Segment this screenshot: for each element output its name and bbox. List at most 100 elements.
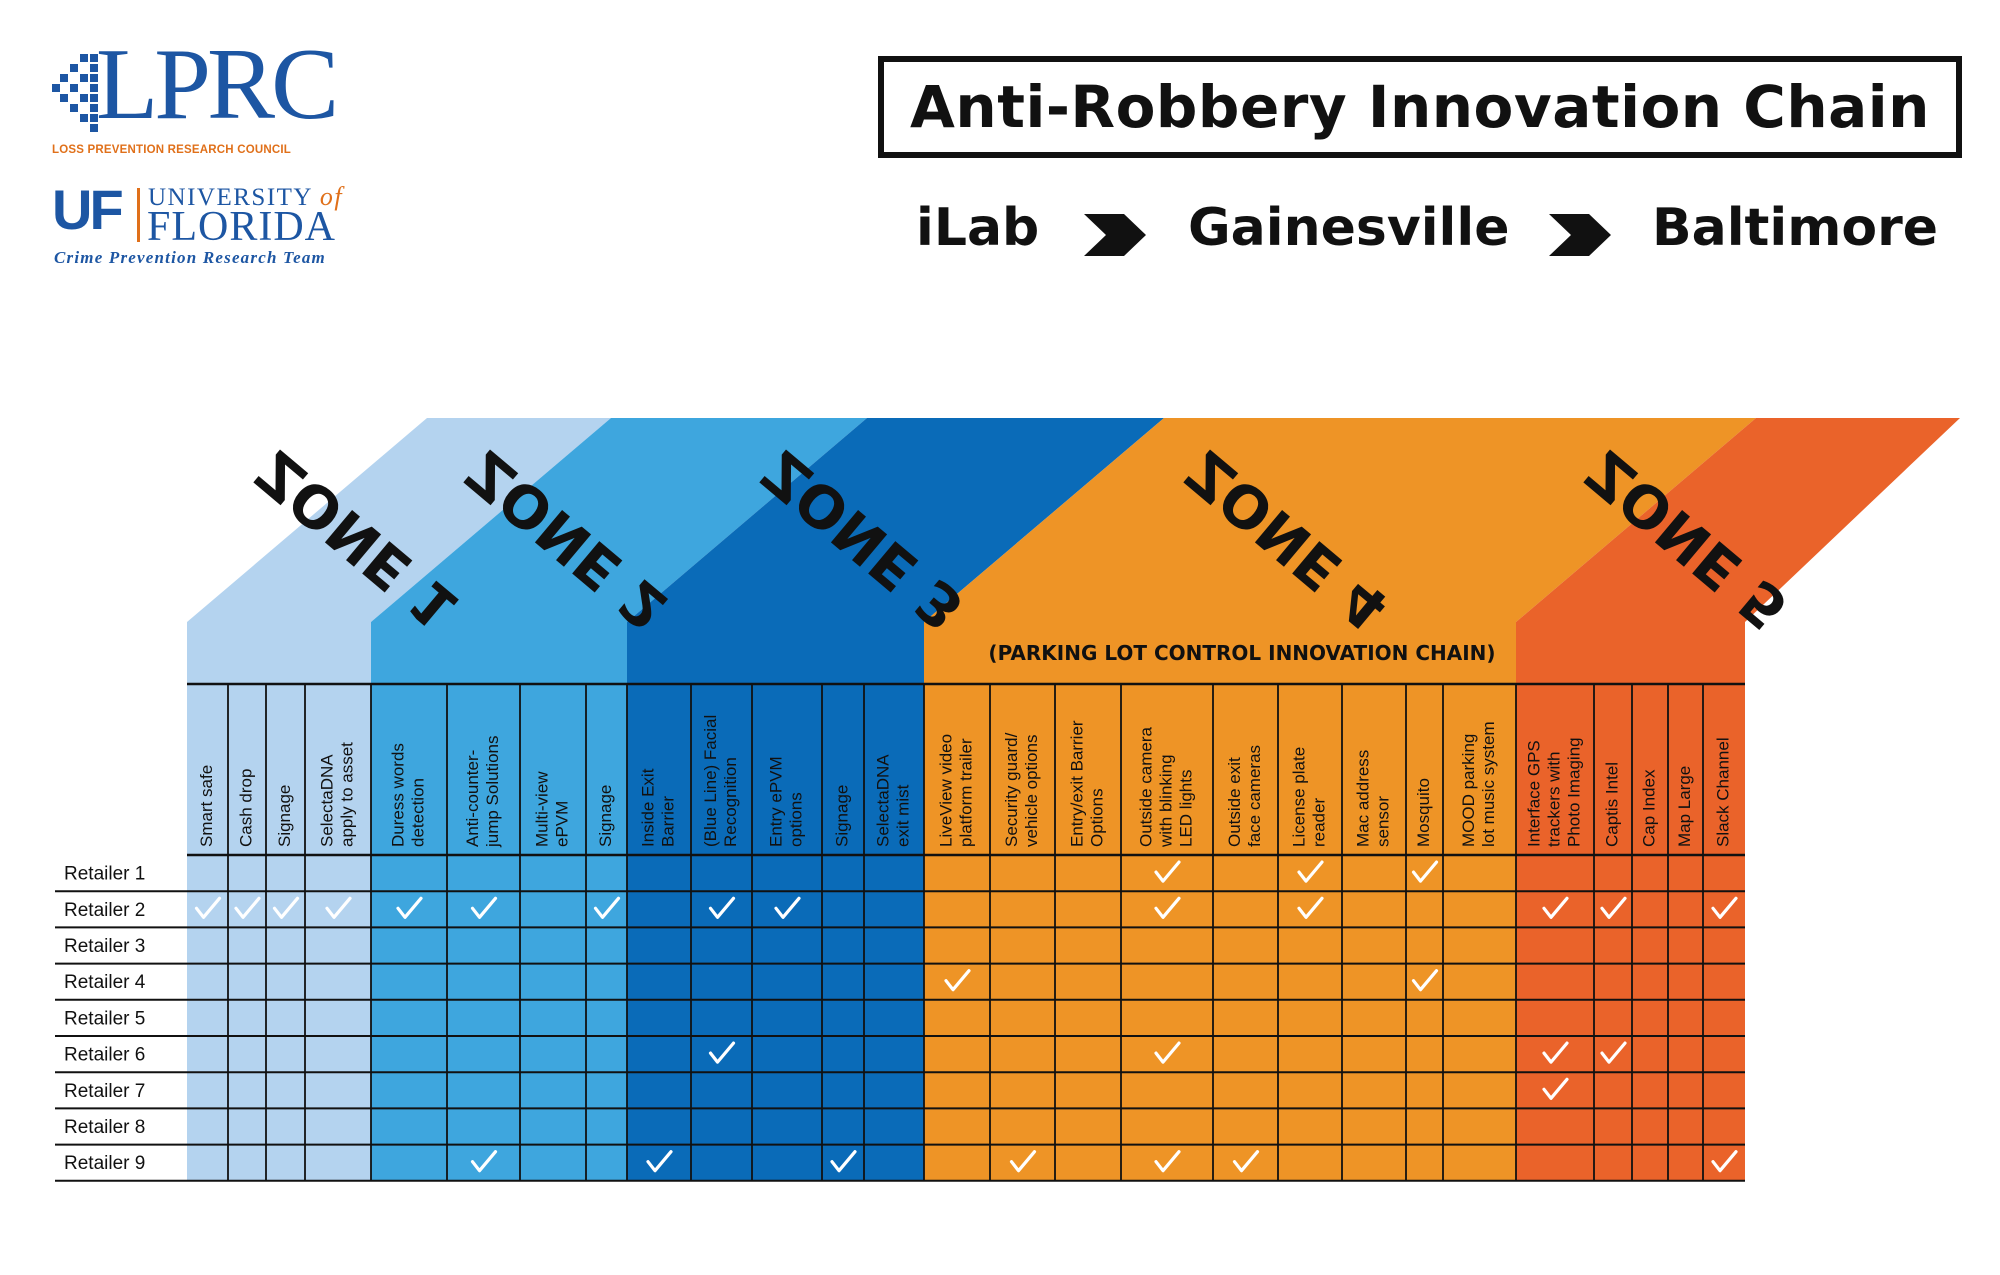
uf-of: of <box>319 182 344 211</box>
column-header: Outside camera <box>1136 726 1155 847</box>
column-header: Signage <box>832 785 851 847</box>
check-mark-icon <box>1232 1150 1260 1173</box>
uf-mark: UF <box>52 178 124 241</box>
column-header: Signage <box>596 785 615 847</box>
column-header: Recognition <box>721 757 740 847</box>
column-header: platform trailer <box>956 738 975 847</box>
column-header: Multi-view <box>532 771 551 847</box>
arrow-right-icon <box>1084 214 1146 256</box>
column-header: Anti-counter- <box>463 750 482 847</box>
column-header: LiveView video <box>936 734 955 847</box>
column-header: options <box>786 792 805 847</box>
column-header: Entry/exit Barrier <box>1067 720 1086 847</box>
column-header: vehicle options <box>1022 735 1041 847</box>
row-label: Retailer 8 <box>64 1117 145 1138</box>
column-header: Security guard/ <box>1002 732 1021 847</box>
check-mark-icon <box>325 896 352 919</box>
column-header: ePVM <box>552 801 571 847</box>
check-mark-icon <box>708 1041 736 1064</box>
check-mark-icon <box>470 896 498 919</box>
column-header: jump Solutions <box>483 735 502 848</box>
column-header: reader <box>1309 798 1328 847</box>
uf-florida: FLORIDA <box>147 204 337 250</box>
column-header: sensor <box>1373 796 1392 847</box>
column-header: Map Large <box>1675 766 1694 847</box>
row-label: Retailer 1 <box>64 864 145 885</box>
check-mark-icon <box>1711 1150 1738 1173</box>
check-mark-icon <box>1154 860 1181 883</box>
lprc-wordmark: LPRC <box>96 28 339 141</box>
check-mark-icon <box>1411 860 1439 883</box>
column-header: MOOD parking <box>1459 734 1478 847</box>
check-mark-icon <box>774 896 801 919</box>
check-mark-icon <box>1297 896 1324 919</box>
column-header: Smart safe <box>197 765 216 847</box>
row-label: Retailer 7 <box>64 1081 145 1102</box>
column-header: Duress words <box>388 743 407 847</box>
lprc-pixel-mark-icon <box>52 54 98 132</box>
column-header: Inside Exit <box>638 768 657 847</box>
check-mark-icon <box>1154 1041 1181 1064</box>
column-header: Cash drop <box>236 769 255 847</box>
check-mark-icon <box>593 896 621 919</box>
check-mark-icon <box>1154 896 1181 919</box>
column-header: Barrier <box>658 796 677 847</box>
zone-band-1 <box>187 418 611 1181</box>
check-mark-icon <box>194 896 222 919</box>
column-header: SelectaDNA <box>317 754 336 847</box>
page-title: Anti-Robbery Innovation Chain <box>910 73 1930 141</box>
check-mark-icon <box>1154 1150 1181 1173</box>
column-header: Photo Imaging <box>1564 737 1583 847</box>
column-header: Interface GPS <box>1524 740 1543 847</box>
lprc-subtitle: LOSS PREVENTION RESEARCH COUNCIL <box>52 144 291 156</box>
row-label: Retailer 5 <box>64 1008 145 1029</box>
check-mark-icon <box>944 969 971 992</box>
check-mark-icon <box>646 1150 673 1173</box>
uf-logo: UF UNIVERSITY of FLORIDA Crime Preventio… <box>52 182 372 276</box>
check-mark-icon <box>470 1150 498 1173</box>
title-box: Anti-Robbery Innovation Chain <box>878 56 1962 158</box>
chain-step-1: iLab <box>916 198 1040 258</box>
check-mark-icon <box>1411 969 1439 992</box>
row-label: Retailer 9 <box>64 1153 145 1174</box>
row-label: Retailer 4 <box>64 972 146 993</box>
column-header: Entry ePVM <box>766 756 785 847</box>
column-header: Mosquito <box>1414 778 1433 847</box>
check-mark-icon <box>234 896 261 919</box>
zone-band-4 <box>924 418 1756 1181</box>
column-header: Slack Channel <box>1713 737 1732 847</box>
row-label: Retailer 3 <box>64 936 145 957</box>
uf-team: Crime Prevention Research Team <box>54 248 326 267</box>
check-mark-icon <box>396 896 423 919</box>
check-mark-icon <box>1297 860 1324 883</box>
column-header: Cap Index <box>1639 769 1658 847</box>
column-header: Captis Intel <box>1602 762 1621 847</box>
check-mark-icon <box>1542 1041 1569 1064</box>
lprc-logo: LPRC LOSS PREVENTION RESEARCH COUNCIL <box>52 34 372 162</box>
column-header: with blinking <box>1156 754 1175 848</box>
check-mark-icon <box>272 896 300 919</box>
column-header: Outside exit <box>1225 757 1244 847</box>
column-header: face cameras <box>1245 745 1264 847</box>
arrow-right-icon <box>1549 214 1611 256</box>
column-header: LED lights <box>1176 770 1195 847</box>
column-header: (Blue Line) Facial <box>701 715 720 847</box>
check-mark-icon <box>1542 896 1569 919</box>
zone-band-2 <box>371 418 867 1181</box>
row-label: Retailer 2 <box>64 900 145 921</box>
column-header: detection <box>408 778 427 847</box>
column-header: trackers with <box>1544 752 1563 847</box>
chain-step-3: Baltimore <box>1652 198 1939 258</box>
check-mark-icon <box>1600 896 1627 919</box>
column-header: Signage <box>275 785 294 847</box>
column-header: lot music system <box>1479 721 1498 847</box>
check-mark-icon <box>1600 1041 1627 1064</box>
column-header: Options <box>1087 788 1106 847</box>
check-mark-icon <box>708 896 736 919</box>
zone4-subtitle: (PARKING LOT CONTROL INNOVATION CHAIN) <box>988 641 1495 665</box>
check-mark-icon <box>1009 1150 1037 1173</box>
column-header: SelectaDNA <box>873 754 892 847</box>
zone-band-3 <box>627 418 1164 1181</box>
check-mark-icon <box>830 1150 857 1173</box>
